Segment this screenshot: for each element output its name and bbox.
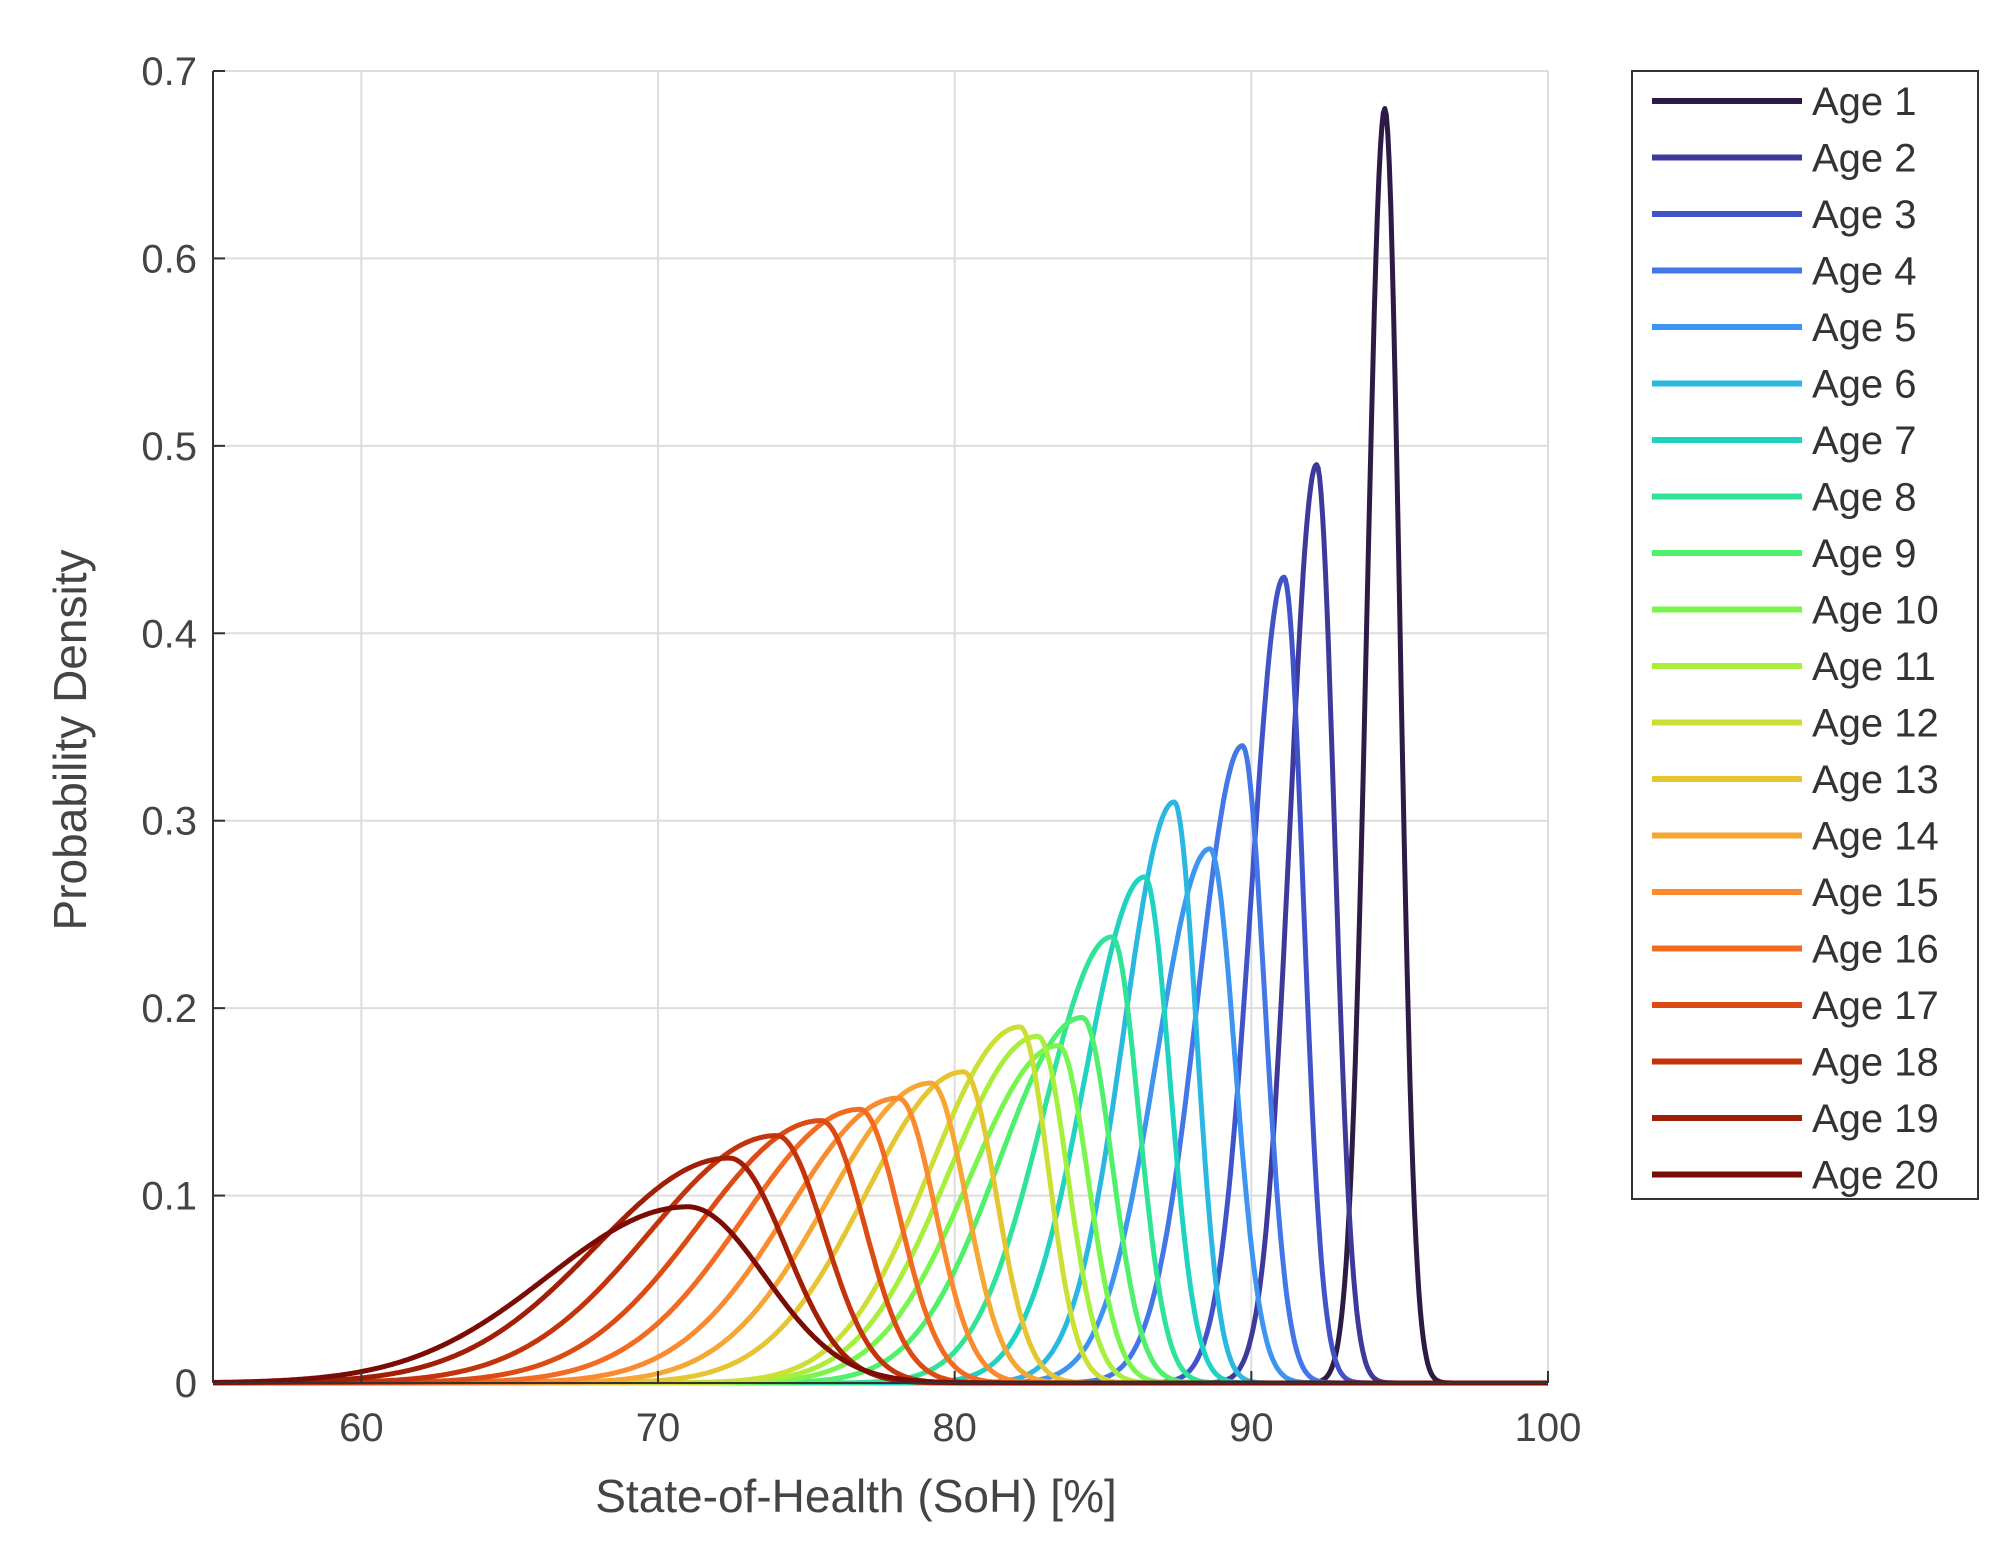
legend-label: Age 11 [1812,645,1936,689]
y-tick-label: 0.1 [141,1175,197,1219]
x-axis-label: State-of-Health (SoH) [%] [595,1470,1117,1522]
x-tick-label: 90 [1229,1406,1274,1450]
y-tick-label: 0.4 [141,612,197,656]
y-tick-label: 0.2 [141,987,197,1031]
y-tick-label: 0 [175,1362,197,1406]
legend: Age 1 Age 2 Age 3 Age 4 Age 5 Age 6 Age 7 Age 8… [1631,70,1979,1200]
y-tick-label: 0.5 [141,425,197,469]
legend-label: Age 1 [1812,80,1917,124]
y-tick-labels: 0 0.1 0.2 0.3 0.4 0.5 0.6 0.7 [141,50,197,1406]
legend-label: Age 19 [1812,1097,1939,1141]
legend-label: Age 9 [1812,532,1917,576]
y-axis-label: Probability Density [44,550,96,931]
legend-label: Age 7 [1812,419,1917,463]
legend-label: Age 15 [1812,871,1939,915]
axes [212,70,1549,1384]
legend-label: Age 18 [1812,1041,1939,1085]
legend-label: Age 4 [1812,250,1917,294]
legend-label: Age 13 [1812,758,1939,802]
y-tick-label: 0.3 [141,800,197,844]
legend-label: Age 3 [1812,193,1917,237]
y-tick-label: 0.7 [141,50,197,94]
legend-label: Age 20 [1812,1154,1939,1198]
legend-box [1631,70,1979,1200]
legend-label: Age 8 [1812,476,1917,520]
x-tick-label: 70 [636,1406,681,1450]
legend-label: Age 10 [1812,589,1939,633]
x-tick-label: 80 [932,1406,977,1450]
legend-label: Age 17 [1812,984,1939,1028]
x-tick-label: 60 [339,1406,384,1450]
legend-label: Age 2 [1812,137,1917,181]
legend-label: Age 6 [1812,363,1917,407]
legend-label: Age 12 [1812,702,1939,746]
x-tick-labels: 60 70 80 90 100 [339,1406,1581,1450]
y-tick-label: 0.6 [141,237,197,281]
legend-label: Age 16 [1812,928,1939,972]
x-tick-label: 100 [1515,1406,1582,1450]
legend-label: Age 5 [1812,306,1917,350]
legend-label: Age 14 [1812,815,1939,859]
